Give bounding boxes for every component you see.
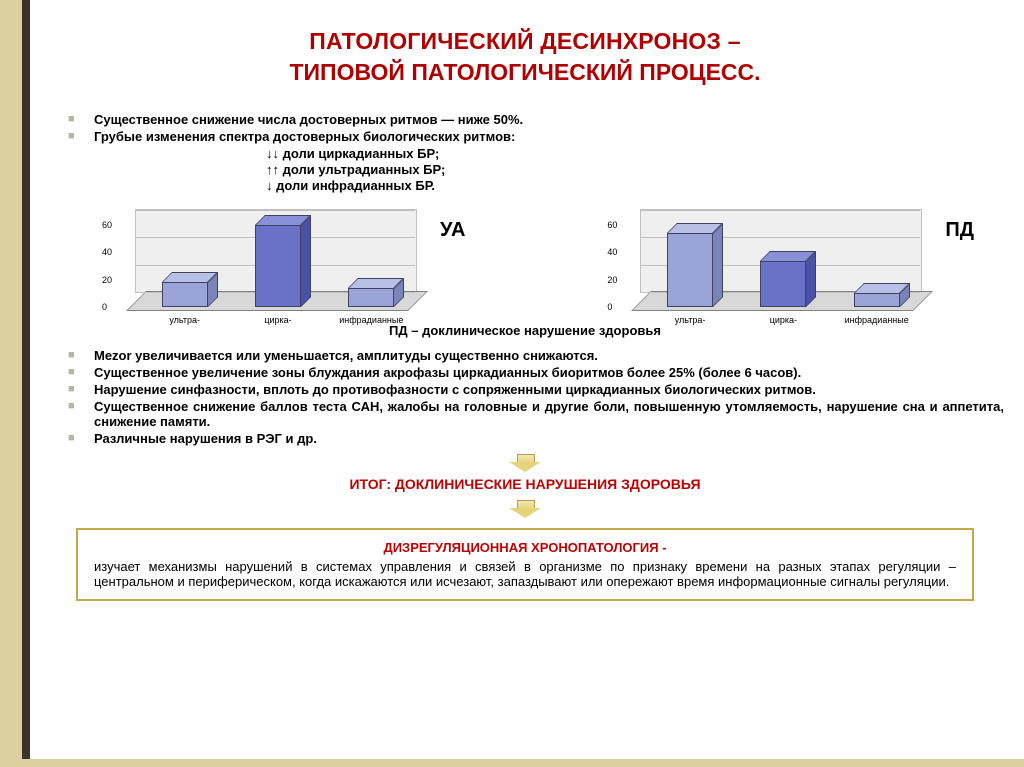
chart-right-label: ПД bbox=[945, 219, 974, 242]
sub-line: ↑↑ доли ультрадианных БР; bbox=[266, 162, 1004, 177]
chart-right-wrap: 0204060ультра-цирка-инфрадианные ПД bbox=[601, 201, 974, 321]
bullet-item: Существенное снижение числа достоверных … bbox=[68, 112, 1004, 127]
sub-line: ↓↓ доли циркадианных БР; bbox=[266, 146, 1004, 161]
caption-between: ПД – доклиническое нарушение здоровья bbox=[46, 323, 1004, 338]
definition-box: ДИЗРЕГУЛЯЦИОННАЯ ХРОНОПАТОЛОГИЯ - изучае… bbox=[76, 528, 974, 601]
bullets-bottom: Mezor увеличивается или уменьшается, амп… bbox=[68, 348, 1004, 446]
bullet-item: Существенное увеличение зоны блуждания а… bbox=[68, 365, 1004, 380]
bullet-item: Существенное снижение баллов теста САН, … bbox=[68, 399, 1004, 429]
bullet-item: Различные нарушения в РЭГ и др. bbox=[68, 431, 1004, 446]
sub-lines: ↓↓ доли циркадианных БР; ↑↑ доли ультрад… bbox=[266, 146, 1004, 193]
chart-right: 0204060ультра-цирка-инфрадианные bbox=[601, 201, 931, 321]
chart-left-label: УА bbox=[440, 219, 465, 242]
bullet-item: Грубые изменения спектра достоверных био… bbox=[68, 129, 1004, 144]
bullet-item: Нарушение синфазности, вплоть до противо… bbox=[68, 382, 1004, 397]
slide-content: ПАТОЛОГИЧЕСКИЙ ДЕСИНХРОНОЗ – ТИПОВОЙ ПАТ… bbox=[46, 10, 1004, 601]
result-line: ИТОГ: ДОКЛИНИЧЕСКИЕ НАРУШЕНИЯ ЗДОРОВЬЯ bbox=[46, 476, 1004, 492]
title-line1: ПАТОЛОГИЧЕСКИЙ ДЕСИНХРОНОЗ – bbox=[46, 28, 1004, 55]
chart-left: 0204060ультра-цирка-инфрадианные bbox=[96, 201, 426, 321]
arrow-down-icon bbox=[509, 500, 541, 518]
bottom-decor bbox=[0, 759, 1024, 767]
title-line2: ТИПОВОЙ ПАТОЛОГИЧЕСКИЙ ПРОЦЕСС. bbox=[46, 59, 1004, 86]
box-title: ДИЗРЕГУЛЯЦИОННАЯ ХРОНОПАТОЛОГИЯ - bbox=[94, 540, 956, 555]
left-decor bbox=[0, 0, 34, 767]
charts-row: 0204060ультра-цирка-инфрадианные УА 0204… bbox=[96, 201, 974, 321]
bullet-item: Mezor увеличивается или уменьшается, амп… bbox=[68, 348, 1004, 363]
sub-line: ↓ доли инфрадианных БР. bbox=[266, 178, 1004, 193]
bullets-top: Существенное снижение числа достоверных … bbox=[68, 112, 1004, 144]
arrow-down-icon bbox=[509, 454, 541, 472]
chart-left-wrap: 0204060ультра-цирка-инфрадианные УА bbox=[96, 201, 465, 321]
box-body: изучает механизмы нарушений в системах у… bbox=[94, 559, 956, 589]
